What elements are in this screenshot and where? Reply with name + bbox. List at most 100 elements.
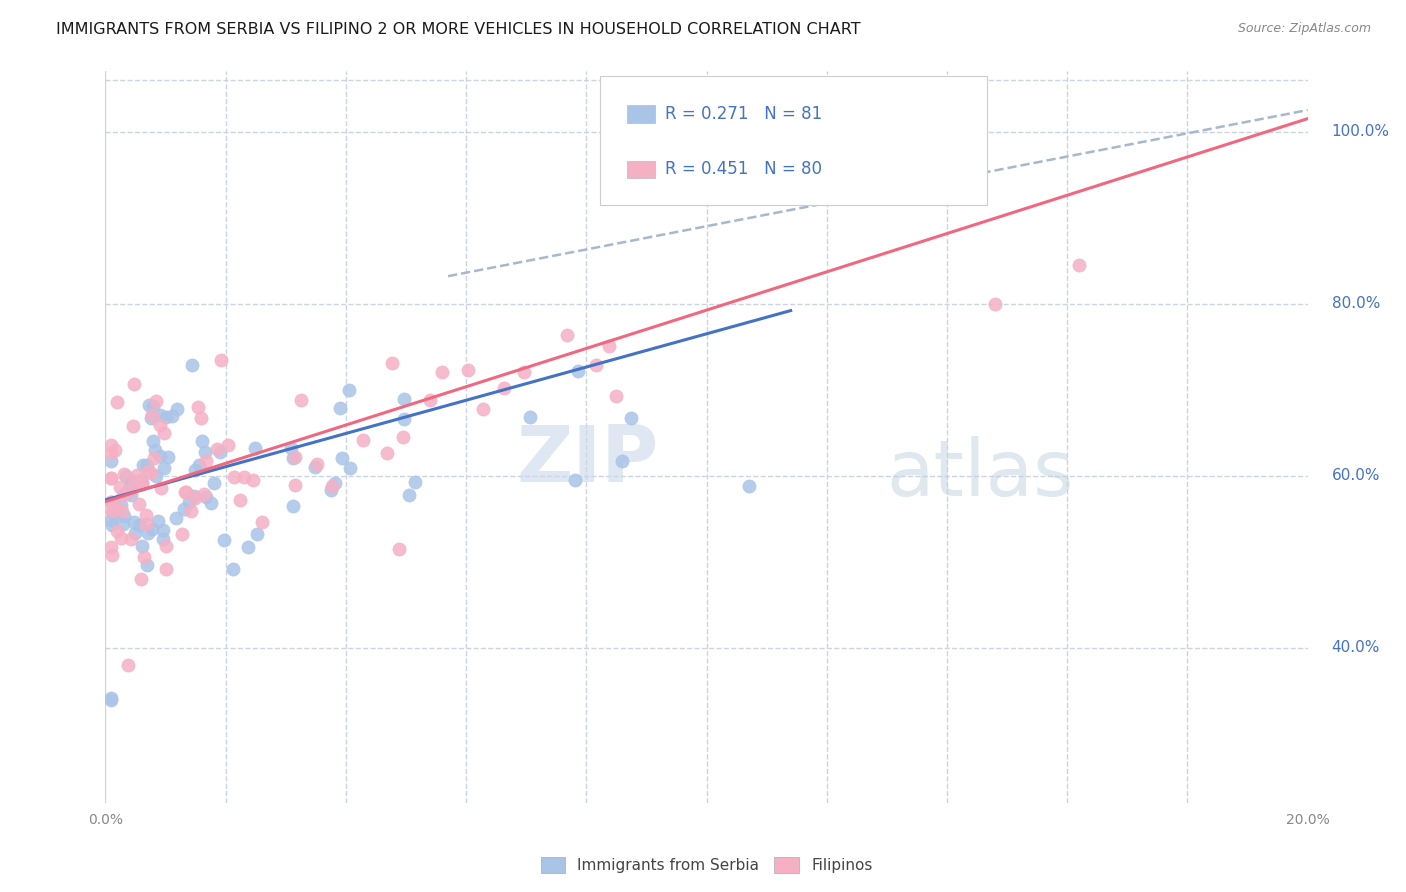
- Point: [149, 449, 172, 463]
- Legend: Immigrants from Serbia, Filipinos: Immigrants from Serbia, Filipinos: [534, 850, 879, 880]
- Point: [200, 496, 222, 510]
- Point: [100, 454, 122, 468]
- Point: [105, 504, 128, 518]
- Point: [392, 412, 415, 426]
- Text: atlas: atlas: [887, 436, 1074, 512]
- Text: 0.0%: 0.0%: [89, 814, 122, 827]
- Point: [208, 445, 231, 459]
- Point: [457, 362, 479, 376]
- Point: [143, 443, 166, 458]
- Point: [136, 558, 159, 572]
- Point: [149, 408, 172, 422]
- Point: [432, 365, 454, 379]
- Point: [381, 356, 404, 370]
- Point: [155, 540, 177, 554]
- Point: [115, 468, 138, 483]
- Point: [404, 475, 426, 489]
- Point: [174, 484, 197, 499]
- Point: [205, 442, 228, 457]
- Point: [284, 450, 307, 464]
- Point: [280, 441, 302, 455]
- Text: Source: ZipAtlas.com: Source: ZipAtlas.com: [1237, 22, 1371, 36]
- Point: [131, 476, 153, 491]
- Point: [156, 450, 179, 464]
- Point: [100, 517, 122, 532]
- Point: [184, 463, 207, 477]
- Point: [152, 523, 174, 537]
- Point: [620, 410, 643, 425]
- Point: [352, 434, 374, 448]
- Point: [187, 401, 209, 415]
- Point: [585, 359, 607, 373]
- Point: [304, 459, 326, 474]
- Point: [391, 430, 413, 444]
- Point: [100, 438, 122, 452]
- Point: [329, 401, 352, 415]
- Point: [145, 469, 167, 483]
- Point: [375, 445, 398, 459]
- Point: [243, 441, 266, 455]
- Point: [143, 450, 166, 465]
- Point: [115, 486, 138, 500]
- Point: [110, 498, 132, 512]
- Point: [209, 353, 232, 368]
- Point: [131, 540, 153, 554]
- Point: [100, 471, 122, 485]
- Point: [153, 426, 176, 441]
- Point: [252, 515, 274, 529]
- Point: [100, 495, 122, 509]
- Point: [419, 392, 441, 407]
- Point: [284, 477, 307, 491]
- Point: [105, 524, 128, 538]
- Point: [128, 518, 150, 533]
- Point: [117, 658, 139, 673]
- Point: [339, 461, 361, 475]
- Point: [155, 562, 177, 576]
- Point: [100, 445, 122, 459]
- Point: [193, 486, 215, 500]
- Point: [129, 572, 152, 586]
- Point: [129, 473, 152, 487]
- Point: [170, 526, 193, 541]
- Point: [108, 480, 131, 494]
- Point: [112, 508, 135, 523]
- Point: [319, 483, 342, 497]
- Text: 20.0%: 20.0%: [1285, 814, 1330, 827]
- Point: [110, 531, 132, 545]
- Point: [212, 533, 235, 547]
- Point: [180, 504, 202, 518]
- Point: [120, 488, 142, 502]
- Point: [184, 491, 207, 505]
- Point: [737, 479, 759, 493]
- Point: [194, 445, 217, 459]
- Point: [398, 488, 420, 502]
- Point: [112, 516, 135, 531]
- Point: [290, 392, 312, 407]
- Point: [187, 458, 209, 472]
- Point: [118, 484, 141, 499]
- Point: [150, 481, 173, 495]
- Point: [222, 469, 245, 483]
- Point: [555, 328, 578, 343]
- Point: [232, 469, 254, 483]
- Text: R = 0.271   N = 81: R = 0.271 N = 81: [665, 105, 823, 123]
- Point: [605, 390, 627, 404]
- Point: [100, 541, 122, 555]
- Text: R = 0.451   N = 80: R = 0.451 N = 80: [665, 161, 823, 178]
- Point: [141, 466, 163, 480]
- Text: 100.0%: 100.0%: [1331, 124, 1389, 139]
- Point: [160, 409, 183, 423]
- Point: [242, 473, 264, 487]
- Point: [195, 454, 218, 468]
- Point: [202, 475, 225, 490]
- Point: [104, 500, 127, 514]
- Point: [283, 499, 305, 513]
- Point: [136, 464, 159, 478]
- Point: [228, 492, 250, 507]
- Point: [131, 477, 153, 491]
- Point: [141, 522, 163, 536]
- Point: [138, 398, 160, 412]
- Point: [142, 434, 165, 448]
- Point: [323, 475, 346, 490]
- Point: [173, 502, 195, 516]
